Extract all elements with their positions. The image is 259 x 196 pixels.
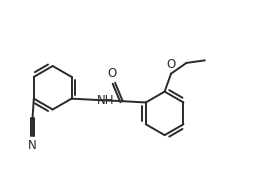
Text: N: N <box>28 139 37 152</box>
Text: NH: NH <box>97 94 115 107</box>
Text: O: O <box>107 67 117 80</box>
Text: O: O <box>167 58 176 71</box>
